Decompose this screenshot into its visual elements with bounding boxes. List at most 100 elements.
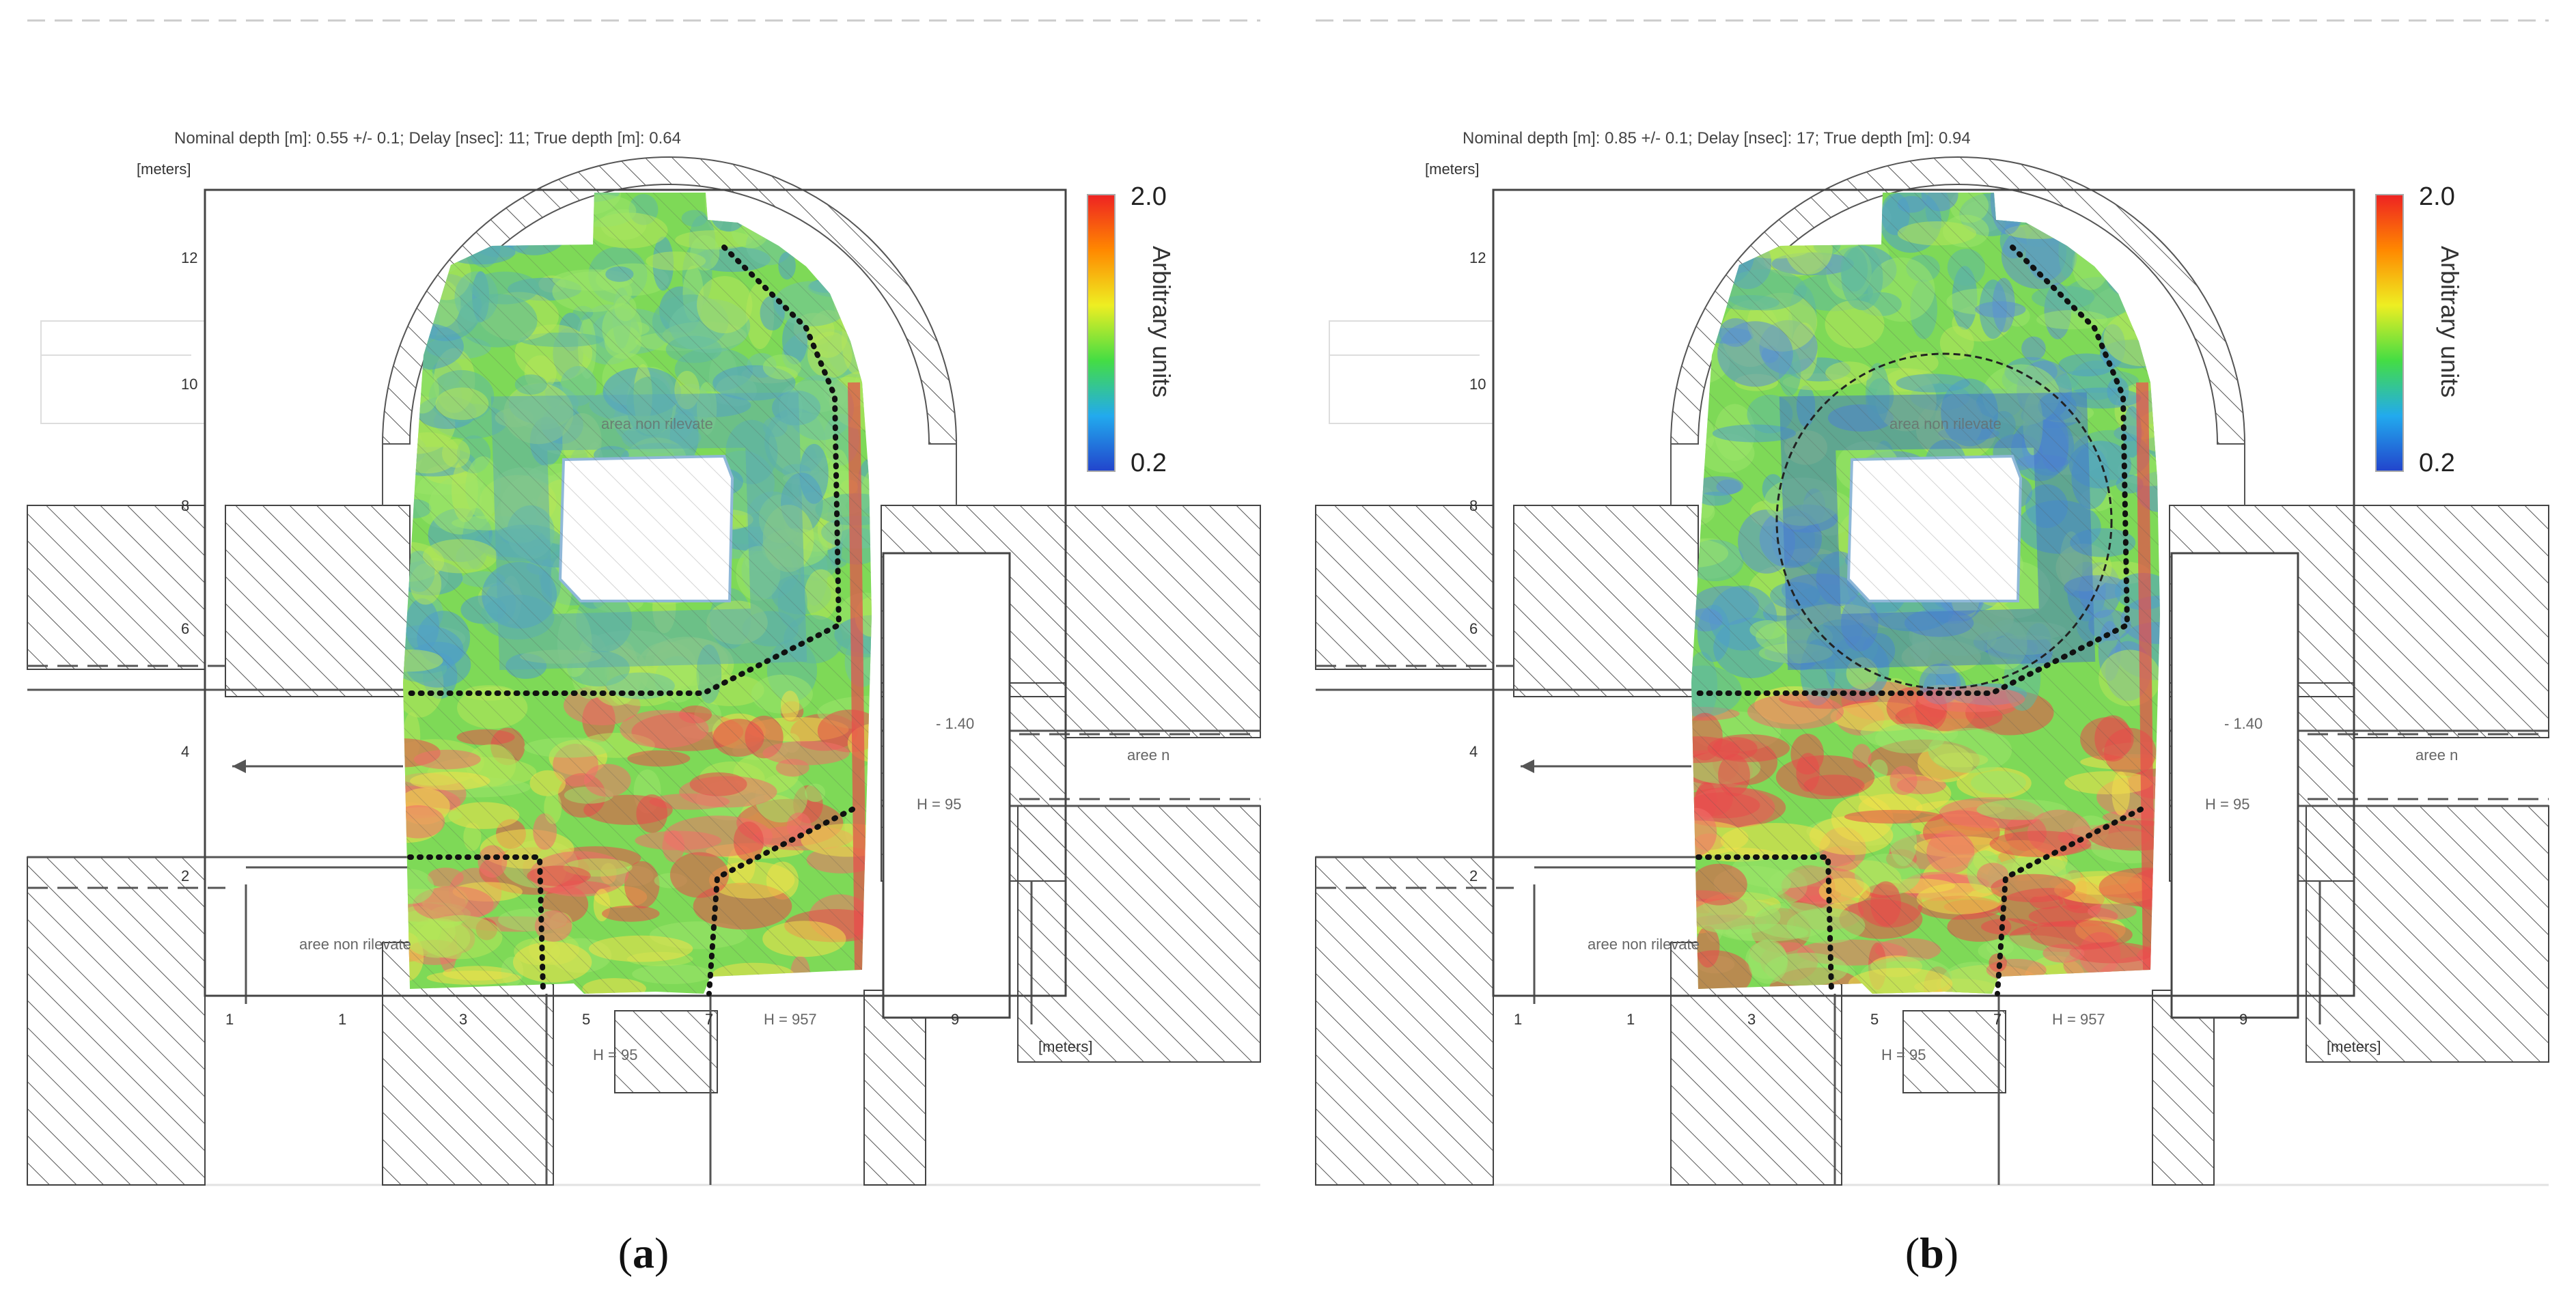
heat-blob: [2020, 197, 2038, 218]
x-tick-label: 9: [951, 1011, 959, 1028]
colorbar-max: 2.0: [2419, 182, 2455, 211]
hatched-wall: [1065, 505, 1261, 738]
area-label-left: aree non rilevate: [1588, 936, 1700, 953]
y-tick-label: 8: [181, 497, 189, 514]
x-tick-label: 5: [1870, 1011, 1879, 1028]
heat-blob: [552, 209, 582, 239]
area-label-right: aree n: [1127, 746, 1169, 764]
x-tick-label: 1: [1514, 1011, 1522, 1028]
y-tick-label: 2: [181, 867, 189, 884]
y-tick-label: 12: [181, 249, 197, 266]
caption-a: (a): [618, 1229, 669, 1277]
hatched-wall: [225, 505, 411, 697]
height-label-bottom: H = 95: [593, 1046, 637, 1063]
heat-blob: [1691, 223, 1701, 292]
colorbar: [2375, 194, 2404, 472]
heat-blob: [2128, 275, 2152, 312]
heat-blob: [1691, 219, 1734, 257]
dotted-boundary-right: [1995, 807, 2144, 996]
y-axis-unit: [meters]: [1425, 160, 1479, 178]
x-tick-label: 5: [582, 1011, 590, 1028]
x-tick-label: 7: [705, 1011, 713, 1028]
y-tick-label: 10: [1469, 376, 1486, 393]
apse-edge: [382, 444, 957, 505]
heat-blob: [1691, 193, 1750, 256]
hatched-wall: [863, 990, 926, 1186]
x-axis-unit: [meters]: [1038, 1038, 1092, 1055]
x-tick-label: 1: [1626, 1011, 1635, 1028]
colorbar-title: Arbitrary units: [1148, 246, 1176, 397]
hatched-wall: [1017, 805, 1261, 1063]
panel-a: Nominal depth [m]: 0.55 +/- 0.1; Delay […: [27, 19, 1261, 1186]
faint-room: [1329, 320, 1494, 424]
apse-edge: [1670, 444, 2245, 505]
heat-blob: [403, 201, 443, 268]
area-label-center: area non rilevate: [1889, 415, 2002, 432]
hatched-wall: [27, 856, 206, 1186]
heat-blob: [1691, 237, 1723, 266]
heat-blob: [1712, 227, 1736, 255]
depth-header: Nominal depth [m]: 0.85 +/- 0.1; Delay […: [1463, 129, 1971, 148]
hatched-wall: [2353, 505, 2549, 738]
arrow-head: [232, 759, 246, 773]
x-axis-unit: [meters]: [2327, 1038, 2381, 1055]
heat-blob: [403, 238, 451, 274]
dotted-boundary-left: [407, 854, 546, 993]
y-tick-label: 2: [1469, 867, 1478, 884]
heat-blob: [842, 277, 861, 320]
height-label-right: H = 95: [917, 796, 961, 813]
hatched-wall: [1315, 856, 1494, 1186]
panel-b-map: Nominal depth [m]: 0.85 +/- 0.1; Delay […: [1315, 19, 2549, 1186]
y-tick-label: 10: [181, 376, 197, 393]
x-tick-label: 1: [225, 1011, 234, 1028]
anomaly-circle: [1775, 352, 2113, 690]
x-tick-label: 7: [1993, 1011, 2002, 1028]
hatch-overlay: [403, 193, 872, 994]
heat-blob: [2135, 290, 2160, 345]
dotted-boundary-right: [706, 807, 855, 996]
hatched-wall: [1902, 1010, 2006, 1093]
y-tick-label: 4: [1469, 743, 1478, 760]
colorbar: [1087, 194, 1116, 472]
height-label-bottom-right: H = 957: [2052, 1011, 2105, 1028]
panel-b: Nominal depth [m]: 0.85 +/- 0.1; Delay […: [1288, 0, 2576, 1299]
y-tick-label: 6: [1469, 620, 1478, 637]
x-tick-label: 9: [2239, 1011, 2247, 1028]
map-frame: [1492, 188, 2355, 997]
height-label-bottom: H = 95: [1881, 1046, 1926, 1063]
hatched-wall: [614, 1010, 718, 1093]
area-label-right: aree n: [2415, 746, 2458, 764]
colorbar-max: 2.0: [1131, 182, 1167, 211]
heat-blob: [844, 296, 872, 333]
hatched-wall: [1513, 505, 1699, 697]
panel-a-map: Nominal depth [m]: 0.55 +/- 0.1; Delay […: [27, 19, 1261, 1186]
hatch-overlay: [1691, 193, 2160, 994]
elevation-label: - 1.40: [936, 715, 974, 732]
area-label-center: area non rilevate: [601, 415, 713, 432]
x-tick-label: 1: [338, 1011, 346, 1028]
colorbar-min: 0.2: [1131, 449, 1167, 477]
dotted-boundary-left: [1695, 854, 1834, 993]
apse-wall: [381, 156, 958, 445]
hatched-wall: [27, 505, 206, 670]
arrow-head: [1521, 759, 1534, 773]
elevation-label: - 1.40: [2224, 715, 2262, 732]
colorbar-title: Arbitrary units: [2436, 246, 2464, 397]
hatched-wall: [2305, 805, 2549, 1063]
heat-blob: [849, 193, 872, 210]
column-rect: [882, 552, 1011, 1019]
dotted-boundary-upper: [407, 245, 842, 696]
map-frame: [204, 188, 1067, 997]
caption-b: (b): [1905, 1229, 1959, 1277]
faint-room: [40, 320, 206, 424]
height-label-right: H = 95: [2205, 796, 2249, 813]
hatched-wall: [1315, 505, 1494, 670]
dotted-boundary-upper: [1695, 245, 2131, 696]
colorbar-min: 0.2: [2419, 449, 2455, 477]
height-label-bottom-right: H = 957: [764, 1011, 817, 1028]
x-tick-label: 3: [459, 1011, 467, 1028]
y-tick-label: 12: [1469, 249, 1486, 266]
heat-blob: [403, 193, 439, 242]
heat-blob: [852, 305, 872, 340]
y-tick-label: 8: [1469, 497, 1478, 514]
